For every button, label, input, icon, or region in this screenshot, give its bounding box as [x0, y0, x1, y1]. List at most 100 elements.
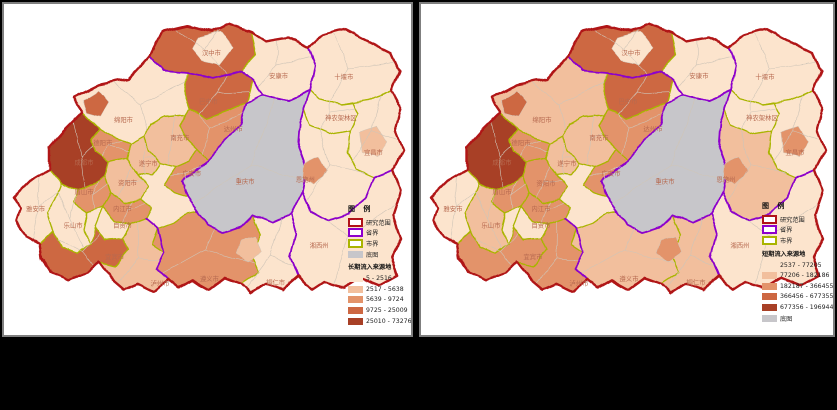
- city-label-zunyi: 遵义市: [619, 274, 639, 283]
- district-border-line: [696, 39, 698, 66]
- district-border-line: [690, 218, 703, 257]
- city-label-dazhou: 达州市: [643, 124, 663, 133]
- district-border-line: [109, 140, 123, 147]
- legend-title: 图 例: [762, 202, 788, 210]
- district-border-line: [169, 173, 187, 177]
- city-label-tongren: 铜仁市: [686, 278, 706, 287]
- district-border-line: [793, 130, 822, 141]
- district-border-line: [124, 165, 133, 182]
- district-border-line: [531, 81, 560, 105]
- district-border-line: [739, 130, 750, 165]
- legend-row-city-boundary: 市界: [762, 235, 833, 246]
- district-patch-hanzhong-east: [610, 31, 654, 66]
- province-boundary-line: [710, 213, 720, 277]
- city-label-shiyan: 十堰市: [755, 72, 775, 81]
- district-border-line: [543, 180, 563, 182]
- district-border-line: [750, 68, 770, 102]
- legend-label-province-boundary: 省界: [366, 230, 379, 238]
- district-border-line: [556, 258, 580, 261]
- district-border-line: [371, 130, 400, 141]
- city-label-deyang: 德阳市: [93, 138, 112, 147]
- district-border-line: [125, 180, 144, 182]
- city-label-ankang: 安康市: [269, 71, 288, 80]
- city-label-shennongjia: 神农架林区: [746, 113, 779, 122]
- legend-label-class-1: 2537 - 77205: [780, 261, 822, 269]
- district-border-line: [171, 132, 184, 142]
- district-patch-mianyang-west: [82, 90, 109, 117]
- district-border-line: [580, 249, 625, 275]
- study-area-boundary: [429, 22, 827, 295]
- city-label-zigong: 自贡市: [113, 221, 132, 230]
- district-border-line: [170, 115, 176, 141]
- district-border-line: [498, 156, 504, 189]
- legend-label-class-4: 366456 - 677355: [780, 293, 834, 301]
- district-border-line: [185, 165, 202, 175]
- district-border-line: [82, 233, 101, 253]
- district-border-line: [498, 145, 512, 157]
- district-border-line: [487, 218, 503, 250]
- district-border-line: [754, 32, 770, 70]
- province-boundary-line: [289, 213, 300, 277]
- district-border-line: [72, 122, 82, 157]
- district-border-line: [561, 157, 565, 175]
- city-label-neijiang: 内江市: [531, 204, 551, 213]
- legend-swatch-base-map: [762, 314, 777, 322]
- district-border-line: [603, 174, 606, 190]
- district-border-line: [617, 113, 630, 129]
- legend-row-class-2: 2517 - 5638: [348, 284, 411, 295]
- district-border-line: [348, 61, 396, 70]
- city-label-yichang: 宜昌市: [364, 148, 383, 157]
- district-border-line: [328, 164, 365, 174]
- city-label-hanzhong: 汉中市: [621, 48, 641, 57]
- district-border-line: [454, 190, 477, 208]
- district-border-line: [510, 195, 514, 210]
- district-border-line: [140, 104, 148, 131]
- district-border-line: [245, 256, 271, 289]
- district-border-line: [270, 255, 295, 267]
- district-border-line: [92, 184, 108, 196]
- legend-row-study-area-extent: 研究范围: [762, 214, 833, 225]
- district-border-line: [329, 68, 349, 102]
- legend-label-base-map: 底图: [366, 251, 379, 259]
- city-label-mianyang: 绵阳市: [114, 115, 133, 124]
- district-border-line: [617, 92, 637, 114]
- legend-swatch-study-area-extent: [762, 214, 777, 224]
- district-border-line: [257, 64, 277, 88]
- city-label-tongren: 铜仁市: [266, 278, 285, 287]
- legend-row-class-3: 182187 - 366455: [762, 281, 833, 292]
- district-border-line: [586, 140, 591, 166]
- district-border-line: [475, 191, 488, 220]
- long-term-legend: 图 例研究范围 省界 市界 底图 长期流入来源地 5 - 2516 2517 - 5638 5…: [348, 204, 411, 326]
- district-border-line: [351, 130, 372, 161]
- legend-swatch-city-boundary: [762, 235, 777, 245]
- city-label-xiangxi: 湘西州: [730, 240, 749, 249]
- legend-label-class-2: 2517 - 5638: [366, 285, 404, 293]
- legend-swatch-base-map: [348, 250, 363, 258]
- city-label-hanzhong: 汉中市: [202, 48, 221, 57]
- legend-row-base-map: 底图: [348, 249, 411, 260]
- district-border-line: [204, 228, 216, 251]
- district-border-line: [81, 145, 94, 157]
- legend-swatch-study-area-extent: [348, 217, 363, 227]
- district-border-line: [137, 258, 161, 261]
- legend-row-province-boundary: 省界: [348, 228, 411, 239]
- district-border-line: [768, 202, 820, 237]
- district-border-line: [590, 132, 604, 142]
- district-border-line: [57, 239, 83, 253]
- district-border-line: [792, 95, 803, 131]
- district-border-line: [101, 145, 110, 157]
- district-border-line: [37, 190, 59, 208]
- city-label-zunyi: 遵义市: [200, 274, 219, 283]
- panel-short-term-map: 汉中市 安康市 十堰市 神农架林区 宜昌市 恩施州 湘西州 巴中市 达州市 南充市 广安市 绵阳市 德阳…: [419, 2, 835, 337]
- legend-subtitle-class-title: 短期流入来源地: [762, 250, 806, 258]
- district-border-line: [161, 249, 206, 275]
- district-border-line: [192, 164, 251, 205]
- legend-swatch-city-boundary: [348, 238, 363, 248]
- district-border-line: [117, 258, 139, 284]
- district-border-line: [127, 200, 133, 210]
- city-region-chongqing: [600, 89, 732, 234]
- city-label-chengdu: 成都市: [492, 158, 512, 167]
- district-border-line: [749, 164, 787, 174]
- panel-long-term-map: 汉中市 安康市 十堰市 神农架林区 宜昌市 恩施州 湘西州 巴中市 达州市 南充市 广安市 绵阳市 德阳…: [2, 2, 413, 337]
